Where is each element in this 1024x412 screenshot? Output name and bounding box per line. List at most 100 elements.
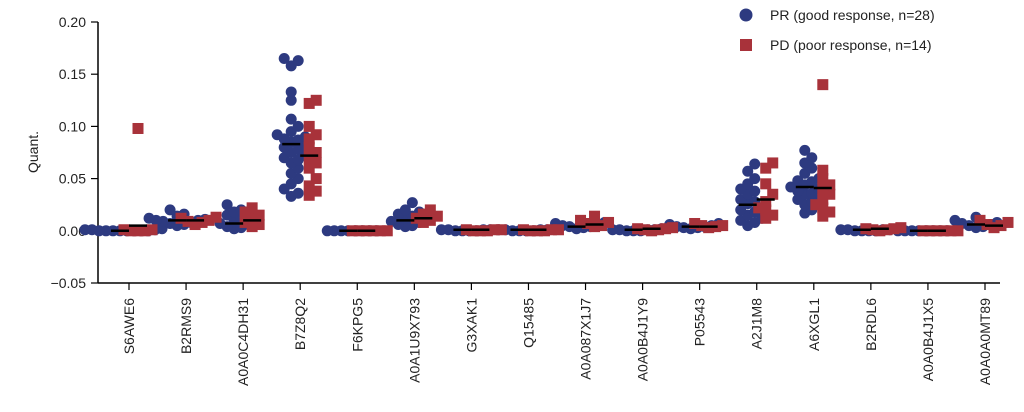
legend-marker-pd xyxy=(740,39,752,51)
pd-data-point xyxy=(175,212,187,224)
pd-data-point xyxy=(1002,216,1014,228)
pr-data-point xyxy=(735,204,747,216)
pd-data-point xyxy=(824,179,836,191)
pd-data-point xyxy=(810,199,822,211)
pd-data-point xyxy=(253,219,265,231)
pd-data-point xyxy=(760,204,772,216)
pd-data-point xyxy=(196,216,208,228)
pd-data-point xyxy=(988,222,1000,234)
pr-data-point xyxy=(285,86,297,98)
pd-data-point xyxy=(203,214,215,226)
pd-data-point xyxy=(660,223,672,235)
pd-data-point xyxy=(895,222,907,234)
pd-data-point xyxy=(760,162,772,174)
x-tick-label: B2RDL6 xyxy=(863,298,879,351)
y-tick-label: −0.05 xyxy=(51,275,87,291)
y-tick-label: 0.05 xyxy=(59,171,86,187)
legend-label-pr: PR (good response, n=28) xyxy=(770,7,935,23)
pr-data-point xyxy=(285,94,297,106)
y-tick-label: 0.10 xyxy=(59,118,86,134)
x-ticks: S6AWE6 B2RMS9 A0A0C4DH31 B7Z8Q2 F6KPG5 A0A1U9… xyxy=(121,283,993,386)
pd-data-point xyxy=(824,188,836,200)
pd-data-point xyxy=(210,211,222,223)
pd-data-point xyxy=(310,157,322,169)
pd-data-point xyxy=(303,97,315,109)
pd-data-point xyxy=(488,224,500,236)
pd-data-point xyxy=(767,157,779,169)
pd-data-point xyxy=(246,212,258,224)
pd-data-point xyxy=(760,212,772,224)
pd-data-point xyxy=(146,224,158,236)
legend-label-pd: PD (poor response, n=14) xyxy=(770,37,931,53)
x-tick-label: A0A1U9X793 xyxy=(406,298,422,383)
pd-data-point xyxy=(417,208,429,220)
pr-data-point xyxy=(806,152,818,164)
pd-data-point xyxy=(424,214,436,226)
pd-data-point xyxy=(303,189,315,201)
pr-data-point xyxy=(792,175,804,187)
pd-data-point xyxy=(974,214,986,226)
pd-data-point xyxy=(125,225,137,237)
x-tick-label: B7Z8Q2 xyxy=(292,298,308,350)
pd-data-point xyxy=(495,224,507,236)
pd-data-point xyxy=(817,79,829,91)
x-tick-label: A0A0B4J1X5 xyxy=(920,298,936,381)
pd-data-point xyxy=(189,219,201,231)
pd-data-point xyxy=(646,225,658,237)
pd-data-point xyxy=(303,120,315,132)
pd-data-point xyxy=(374,225,386,237)
pd-data-point xyxy=(253,209,265,221)
pd-data-point xyxy=(431,210,443,222)
x-tick-label: G3XAK1 xyxy=(463,298,479,353)
pd-data-point xyxy=(824,206,836,218)
pr-data-point xyxy=(949,214,961,226)
y-tick-label: 0.00 xyxy=(59,223,86,239)
pd-data-point xyxy=(303,180,315,192)
pd-data-point xyxy=(760,178,772,190)
legend-marker-pr xyxy=(739,8,753,22)
y-axis-title: Quant. xyxy=(25,131,41,173)
pr-data-point xyxy=(749,173,761,185)
pr-data-point xyxy=(385,215,397,227)
y-ticks: −0.05 0.00 0.05 0.10 0.15 0.20 xyxy=(51,14,98,291)
pr-data-point xyxy=(835,224,847,236)
pr-data-point xyxy=(406,197,418,209)
pr-data-point xyxy=(292,187,304,199)
pd-data-point xyxy=(310,185,322,197)
pr-data-point xyxy=(278,53,290,65)
x-tick-label: A0A0C4DH31 xyxy=(235,298,251,386)
pd-data-point xyxy=(667,222,679,234)
pd-data-point xyxy=(753,202,765,214)
pd-data-point xyxy=(239,216,251,228)
x-tick-label: B2RMS9 xyxy=(178,298,194,354)
pd-data-point xyxy=(303,152,315,164)
pr-data-point xyxy=(292,120,304,132)
pr-data-point xyxy=(749,158,761,170)
pd-data-point xyxy=(417,216,429,228)
pd-data-point xyxy=(239,206,251,218)
pd-data-point xyxy=(303,162,315,174)
pr-data-point xyxy=(399,204,411,216)
pr-data-point xyxy=(321,225,333,237)
x-tick-label: Q15485 xyxy=(520,298,536,348)
pd-data-point xyxy=(303,141,315,153)
pd-data-point xyxy=(139,225,151,237)
x-tick-label: F6KPG5 xyxy=(349,298,365,352)
pr-data-point xyxy=(785,181,797,193)
data-points xyxy=(79,53,1014,237)
pd-data-point xyxy=(817,193,829,205)
pr-data-point xyxy=(271,129,283,141)
pd-data-point xyxy=(246,202,258,214)
pr-data-point xyxy=(799,144,811,156)
pd-data-point xyxy=(575,214,587,226)
pd-data-point xyxy=(717,220,729,232)
pd-data-point xyxy=(589,210,601,222)
pr-data-point xyxy=(143,212,155,224)
pd-data-point xyxy=(545,224,557,236)
plot-area: −0.05 0.00 0.05 0.10 0.15 0.20 S6AWE6 B2RMS9 A0… xyxy=(51,14,1014,386)
x-tick-label: S6AWE6 xyxy=(121,298,137,354)
pr-data-point xyxy=(749,185,761,197)
pd-data-point xyxy=(767,188,779,200)
pd-data-point xyxy=(760,196,772,208)
pr-data-point xyxy=(164,204,176,216)
